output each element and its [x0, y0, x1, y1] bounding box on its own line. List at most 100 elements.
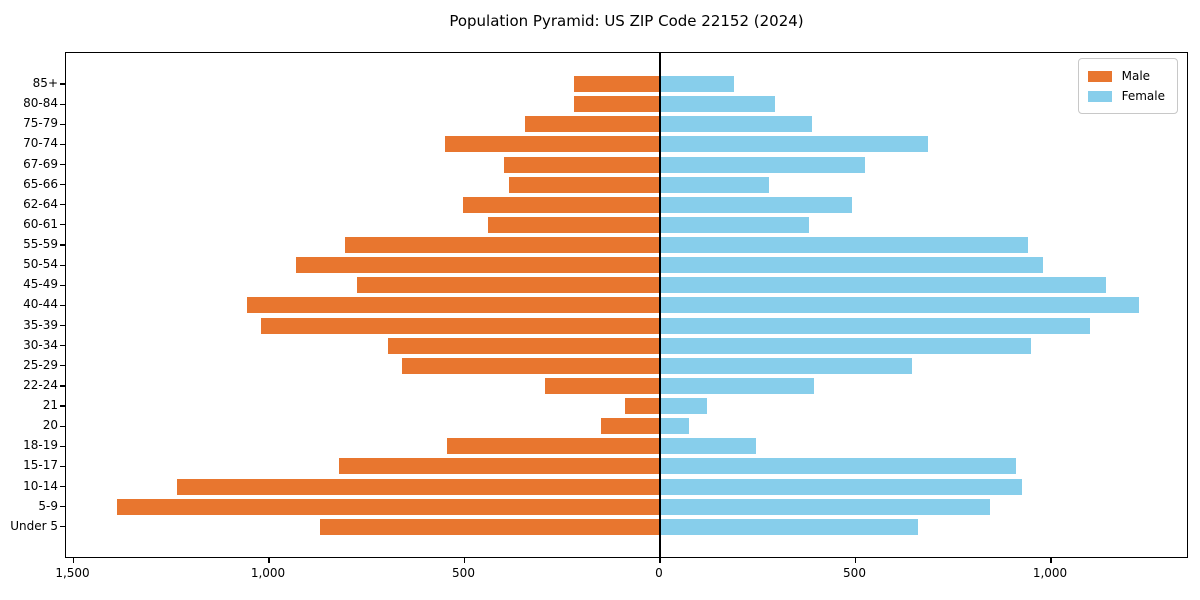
- y-tick-mark: [60, 506, 66, 508]
- female-bar-Under 5: [660, 518, 919, 535]
- male-bar-70-74: [444, 136, 660, 153]
- y-tick-label-50-54: 50-54: [23, 257, 58, 272]
- y-tick-label-25-29: 25-29: [23, 357, 58, 372]
- y-tick-label-55-59: 55-59: [23, 237, 58, 252]
- female-bar-55-59: [660, 237, 1028, 254]
- y-tick-label-70-74: 70-74: [23, 136, 58, 151]
- y-tick-mark: [60, 365, 66, 367]
- male-bar-10-14: [177, 478, 660, 495]
- y-tick-mark: [60, 83, 66, 85]
- male-bar-75-79: [525, 116, 660, 133]
- female-bar-65-66: [660, 176, 770, 193]
- y-tick-label-22-24: 22-24: [23, 377, 58, 392]
- male-bar-60-61: [487, 216, 660, 233]
- x-tick-label-500: 500: [843, 566, 866, 580]
- male-bar-30-34: [388, 337, 660, 354]
- y-tick-mark: [60, 143, 66, 145]
- zero-axis-line: [659, 53, 661, 557]
- female-bar-18-19: [660, 438, 756, 455]
- y-tick-label-67-69: 67-69: [23, 156, 58, 171]
- male-bar-40-44: [247, 297, 660, 314]
- y-tick-label-40-44: 40-44: [23, 297, 58, 312]
- y-tick-mark: [60, 486, 66, 488]
- male-color-swatch: [1087, 70, 1112, 82]
- x-tick-mark: [1050, 557, 1052, 563]
- y-tick-label-85+: 85+: [32, 76, 58, 90]
- female-bar-35-39: [660, 317, 1091, 334]
- x-tick-mark: [72, 557, 75, 563]
- male-bar-45-49: [356, 277, 660, 294]
- y-tick-mark: [60, 385, 66, 387]
- female-bar-67-69: [660, 156, 866, 173]
- female-bar-5-9: [660, 498, 991, 515]
- y-tick-mark: [60, 445, 66, 447]
- female-color-swatch: [1087, 90, 1112, 102]
- y-tick-mark: [60, 204, 66, 206]
- female-bar-25-29: [660, 357, 913, 374]
- female-bar-60-61: [660, 216, 809, 233]
- female-bar-22-24: [660, 377, 815, 394]
- female-bar-75-79: [660, 116, 813, 133]
- male-bar-67-69: [503, 156, 660, 173]
- y-tick-label-18-19: 18-19: [23, 438, 58, 453]
- male-bar-22-24: [544, 377, 660, 394]
- plot-area: Male Female: [60, 52, 1188, 563]
- y-tick-label-10-14: 10-14: [23, 478, 58, 493]
- y-tick-label-21: 21: [42, 398, 58, 413]
- male-bar-62-64: [462, 196, 660, 213]
- x-tick-label-500: 500: [452, 566, 475, 580]
- legend-item-female: Female: [1087, 86, 1165, 106]
- female-bar-15-17: [660, 458, 1016, 475]
- x-tick-mark: [854, 557, 857, 563]
- y-tick-mark: [60, 123, 66, 125]
- y-tick-label-20: 20: [42, 418, 58, 433]
- female-bar-20: [660, 418, 690, 435]
- x-tick-mark: [268, 557, 270, 563]
- female-bar-50-54: [660, 257, 1044, 274]
- y-tick-label-65-66: 65-66: [23, 176, 58, 191]
- y-tick-mark: [60, 304, 66, 307]
- male-bar-80-84: [573, 96, 660, 113]
- y-tick-mark: [60, 224, 66, 226]
- x-tick-mark: [659, 557, 661, 563]
- male-bar-50-54: [296, 257, 660, 274]
- y-tick-mark: [60, 184, 66, 186]
- y-tick-mark: [60, 264, 66, 266]
- y-tick-label-75-79: 75-79: [23, 116, 58, 131]
- x-tick-mark: [463, 557, 466, 563]
- female-bar-85+: [660, 76, 735, 92]
- y-tick-mark: [60, 345, 66, 347]
- x-tick-label-1,000: 1,000: [1032, 566, 1068, 580]
- female-bar-10-14: [660, 478, 1022, 495]
- male-bar-21: [624, 398, 660, 415]
- x-tick-label-0: 0: [655, 566, 663, 580]
- y-tick-mark: [60, 103, 66, 105]
- legend: Male Female: [1077, 58, 1178, 114]
- x-tick-label-1,500: 1,500: [55, 566, 90, 580]
- male-bar-Under 5: [319, 518, 660, 535]
- female-bar-62-64: [660, 196, 852, 213]
- y-tick-mark: [60, 163, 66, 166]
- female-bar-45-49: [660, 277, 1106, 294]
- male-bar-5-9: [116, 498, 660, 515]
- y-tick-label-30-34: 30-34: [23, 337, 58, 352]
- y-tick-label-15-17: 15-17: [23, 458, 58, 473]
- female-bar-21: [660, 398, 707, 415]
- y-tick-label-Under 5: Under 5: [10, 518, 58, 533]
- y-tick-mark: [60, 244, 66, 246]
- y-tick-label-62-64: 62-64: [23, 196, 58, 211]
- legend-label-female: Female: [1121, 89, 1165, 103]
- y-tick-mark: [60, 526, 66, 528]
- y-tick-mark: [60, 425, 66, 427]
- y-tick-label-35-39: 35-39: [23, 317, 58, 332]
- female-bar-70-74: [660, 136, 928, 153]
- chart-title: Population Pyramid: US ZIP Code 22152 (2…: [449, 12, 804, 30]
- y-tick-mark: [60, 324, 66, 327]
- y-tick-label-60-61: 60-61: [23, 216, 58, 231]
- y-tick-label-80-84: 80-84: [23, 96, 58, 111]
- y-tick-mark: [60, 284, 66, 286]
- y-tick-mark: [60, 465, 66, 468]
- male-bar-35-39: [261, 317, 660, 334]
- male-bar-15-17: [339, 458, 660, 475]
